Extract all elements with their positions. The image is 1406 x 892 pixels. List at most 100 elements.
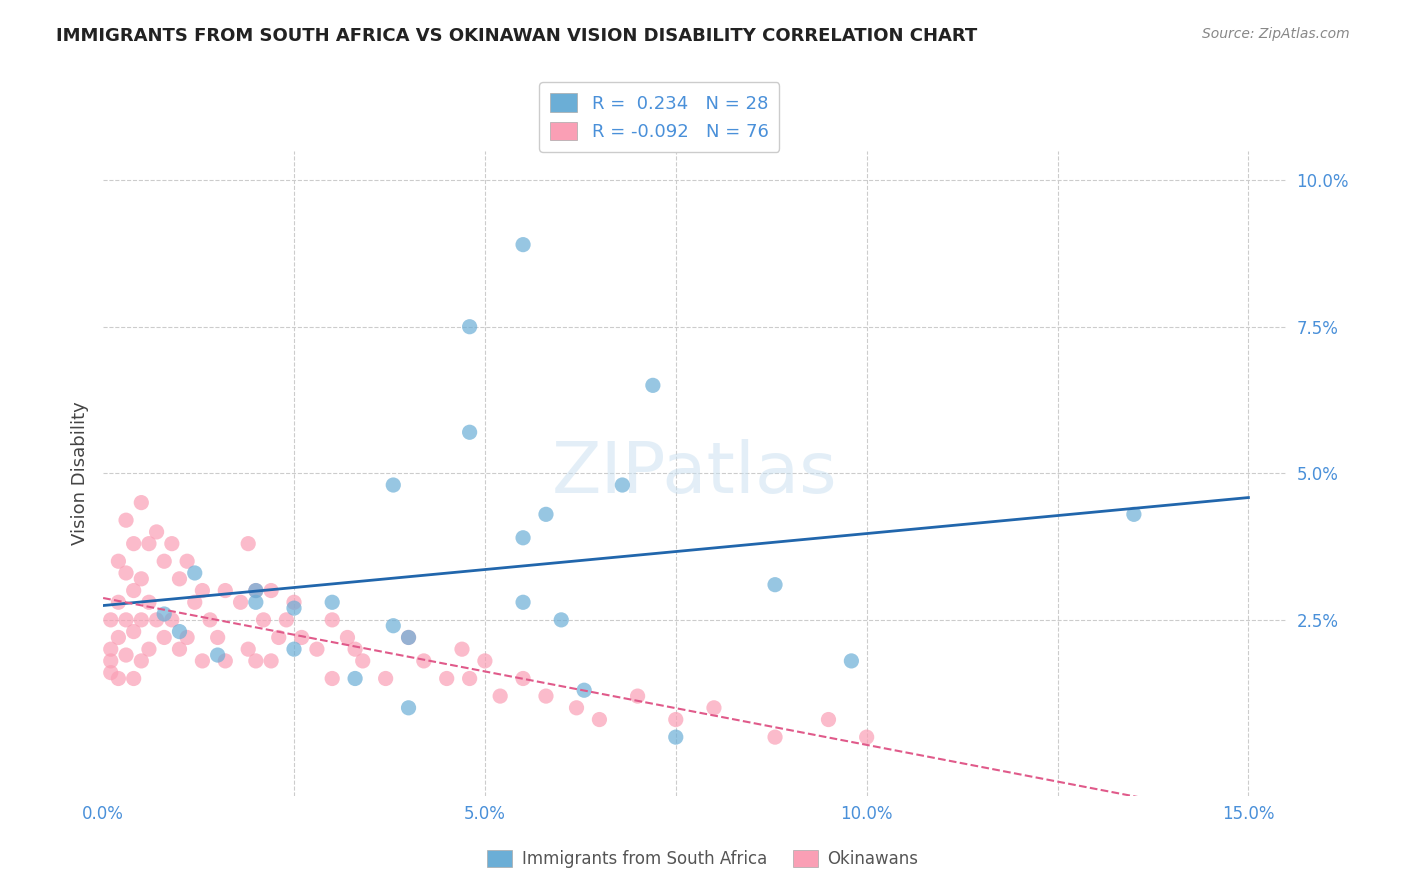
Point (122, 583, 145, 598)
Point (817, 713, 839, 727)
Point (512, 672, 534, 686)
Point (321, 613, 343, 627)
Point (458, 425, 481, 440)
Point (115, 648, 138, 662)
Point (131, 654, 153, 668)
Point (153, 554, 176, 568)
Point (550, 613, 572, 627)
Point (512, 237, 534, 252)
Point (665, 713, 688, 727)
Point (283, 642, 305, 657)
Point (184, 595, 207, 609)
Point (145, 524, 167, 539)
Point (321, 672, 343, 686)
Point (283, 595, 305, 609)
Point (283, 601, 305, 615)
Point (115, 613, 138, 627)
Point (145, 613, 167, 627)
Point (276, 613, 298, 627)
Point (855, 730, 877, 744)
Point (641, 378, 664, 392)
Point (763, 577, 786, 591)
Point (238, 536, 260, 550)
Point (474, 654, 496, 668)
Legend: Immigrants from South Africa, Okinawans: Immigrants from South Africa, Okinawans (481, 843, 925, 875)
Point (138, 536, 160, 550)
Point (160, 613, 183, 627)
Point (260, 583, 283, 598)
Point (176, 631, 198, 645)
Point (191, 654, 214, 668)
Point (153, 631, 176, 645)
Point (138, 595, 160, 609)
Point (245, 583, 267, 598)
Point (382, 478, 405, 492)
Point (107, 554, 129, 568)
Point (267, 631, 290, 645)
Point (398, 631, 420, 645)
Point (107, 672, 129, 686)
Point (169, 624, 191, 639)
Point (214, 583, 236, 598)
Point (436, 672, 458, 686)
Point (344, 642, 367, 657)
Point (534, 508, 557, 522)
Point (344, 672, 367, 686)
Point (321, 595, 343, 609)
Point (131, 495, 153, 509)
Point (252, 613, 274, 627)
Point (131, 572, 153, 586)
Point (229, 595, 252, 609)
Point (122, 536, 145, 550)
Point (260, 654, 283, 668)
Point (176, 554, 198, 568)
Point (841, 654, 863, 668)
Point (565, 701, 588, 715)
Point (382, 618, 405, 632)
Point (489, 689, 512, 703)
Point (612, 478, 634, 492)
Point (458, 672, 481, 686)
Point (131, 613, 153, 627)
Point (245, 654, 267, 668)
Point (115, 566, 138, 580)
Point (512, 595, 534, 609)
Point (336, 631, 359, 645)
Point (198, 613, 221, 627)
Point (626, 689, 648, 703)
Point (100, 654, 122, 668)
Point (458, 319, 481, 334)
Point (665, 730, 688, 744)
Point (122, 672, 145, 686)
Point (374, 672, 396, 686)
Text: Source: ZipAtlas.com: Source: ZipAtlas.com (1202, 27, 1350, 41)
Point (153, 607, 176, 621)
Point (169, 642, 191, 657)
Point (245, 595, 267, 609)
Point (191, 583, 214, 598)
Point (291, 631, 314, 645)
Point (572, 683, 595, 698)
Point (138, 642, 160, 657)
Point (534, 689, 557, 703)
Point (305, 642, 328, 657)
Point (100, 642, 122, 657)
Point (352, 654, 374, 668)
Point (245, 583, 267, 598)
Point (214, 654, 236, 668)
Y-axis label: Vision Disability: Vision Disability (72, 401, 89, 545)
Point (703, 701, 725, 715)
Point (398, 701, 420, 715)
Point (100, 665, 122, 680)
Point (1122, 508, 1144, 522)
Text: ZIPatlas: ZIPatlas (553, 439, 838, 508)
Point (412, 654, 434, 668)
Point (588, 713, 610, 727)
Point (169, 572, 191, 586)
Point (122, 624, 145, 639)
Point (451, 642, 474, 657)
Point (107, 595, 129, 609)
Point (207, 648, 229, 662)
Point (398, 631, 420, 645)
Point (207, 631, 229, 645)
